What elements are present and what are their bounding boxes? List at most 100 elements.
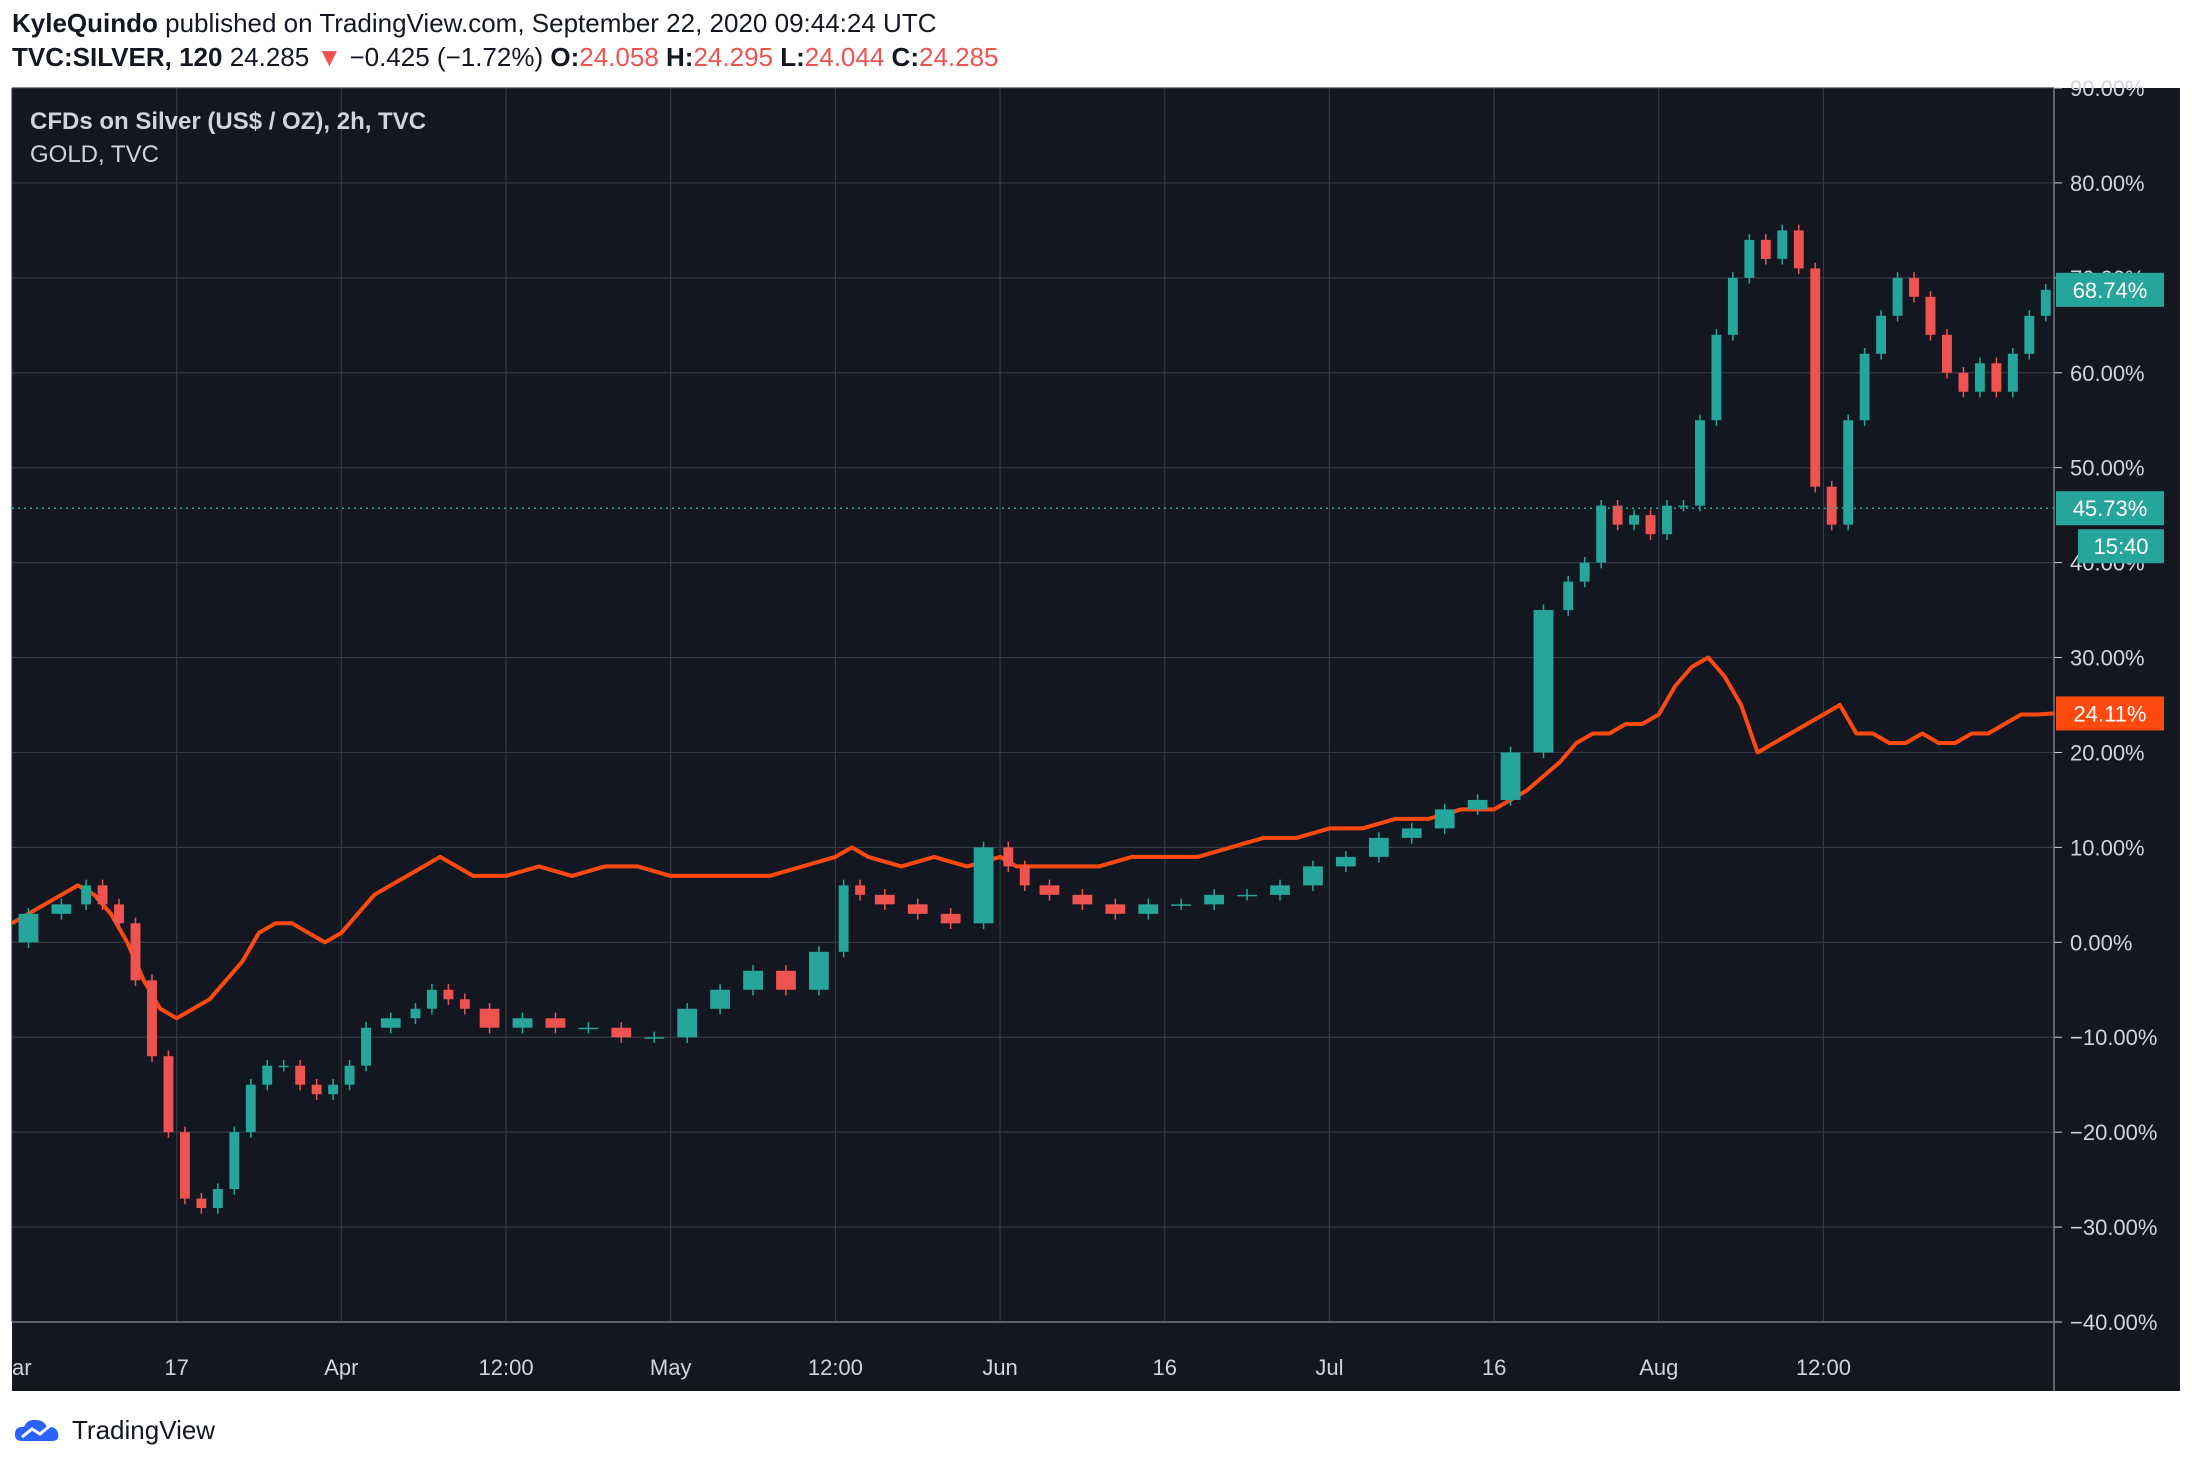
- silver-candle: [973, 847, 994, 924]
- x-tick-label: Jun: [982, 1355, 1017, 1380]
- silver-candle: [940, 913, 961, 924]
- low-value: 24.044: [804, 42, 885, 72]
- silver-candle: [1727, 277, 1738, 335]
- silver-candle: [344, 1065, 355, 1085]
- brand-name[interactable]: TradingView: [72, 1414, 216, 1445]
- silver-candle: [245, 1084, 256, 1133]
- y-tick-label: −20.00%: [2070, 1120, 2157, 1145]
- silver-last-label: 68.74%: [2073, 278, 2148, 303]
- x-tick-label: Jul: [1315, 1355, 1343, 1380]
- gold-line: [10, 655, 2055, 1021]
- silver-candle: [611, 1027, 632, 1038]
- silver-candle: [1843, 420, 1854, 525]
- silver-candle: [677, 1008, 698, 1038]
- silver-candle: [1019, 866, 1030, 886]
- silver-candle: [1072, 894, 1093, 905]
- silver-candle: [855, 885, 866, 895]
- silver-candle: [838, 885, 849, 952]
- silver-candle: [1401, 828, 1422, 838]
- silver-candle: [311, 1084, 322, 1095]
- tradingview-cloud-icon[interactable]: [12, 1415, 64, 1445]
- silver-candle: [2007, 353, 2018, 392]
- silver-candle: [1942, 334, 1952, 373]
- author-name[interactable]: KyleQuindo: [12, 8, 158, 38]
- x-tick-label: Apr: [324, 1355, 358, 1380]
- silver-candle: [644, 1037, 665, 1039]
- publish-info: KyleQuindo published on TradingView.com,…: [12, 8, 936, 39]
- silver-candle: [1793, 230, 1804, 269]
- silver-candle: [114, 904, 124, 924]
- symbol-name: TVC:SILVER, 120: [12, 42, 223, 72]
- silver-candle: [1434, 809, 1455, 829]
- silver-candle: [809, 951, 829, 990]
- silver-candle: [1596, 505, 1607, 563]
- silver-candle: [479, 1008, 500, 1028]
- silver-candle: [1958, 372, 1969, 392]
- low-label: L:: [780, 42, 805, 72]
- y-tick-label: −40.00%: [2070, 1310, 2157, 1335]
- silver-candle: [212, 1189, 223, 1209]
- chart-title: CFDs on Silver (US$ / OZ), 2h, TVC: [30, 108, 426, 135]
- silver-candle: [163, 1056, 174, 1133]
- change-value: −0.425 (−1.72%): [349, 42, 544, 72]
- change-arrow-icon: ▼: [316, 42, 343, 72]
- silver-candle: [512, 1018, 533, 1028]
- silver-last-label-bg: [2056, 272, 2164, 307]
- silver-candle: [1678, 505, 1689, 508]
- silver-candle: [443, 989, 454, 1000]
- gold-series: [10, 655, 2055, 1021]
- silver-candle: [81, 885, 92, 905]
- silver-candle: [97, 885, 108, 905]
- y-tick-label: 90.00%: [2070, 76, 2145, 101]
- silver-candle: [1467, 799, 1488, 810]
- silver-candle: [295, 1065, 306, 1085]
- x-tick-label: ar: [12, 1355, 32, 1380]
- silver-candle: [51, 904, 72, 914]
- silver-candle: [1810, 268, 1821, 487]
- silver-candle: [1909, 277, 1919, 297]
- silver-candle: [1612, 505, 1623, 525]
- silver-candle: [410, 1008, 421, 1019]
- axes: 90.00%80.00%70.00%60.00%50.00%40.00%30.0…: [12, 76, 2157, 1391]
- silver-candle: [1533, 610, 1554, 753]
- price-labels: 68.74% 45.73% 15:40 24.11%: [12, 272, 2164, 731]
- x-tick-label: 17: [164, 1355, 188, 1380]
- published-text: published on TradingView.com, September …: [165, 8, 937, 38]
- silver-candle: [1974, 363, 1985, 392]
- silver-candle: [2024, 315, 2035, 354]
- dotted-level-label: 45.73%: [2073, 496, 2148, 521]
- silver-candle: [1859, 353, 1870, 421]
- y-tick-label: 20.00%: [2070, 740, 2145, 765]
- open-value: 24.058: [579, 42, 659, 72]
- silver-candle: [1105, 904, 1126, 914]
- silver-candle: [1695, 420, 1705, 506]
- silver-candle: [147, 980, 157, 1057]
- silver-candle: [1645, 515, 1656, 535]
- last-price: 24.285: [229, 42, 310, 72]
- silver-candle: [1876, 315, 1887, 354]
- x-tick-label: 16: [1482, 1355, 1506, 1380]
- silver-candle: [1744, 239, 1755, 278]
- x-tick-label: 12:00: [1796, 1355, 1851, 1380]
- close-value: 24.285: [918, 42, 999, 72]
- silver-candle: [578, 1027, 599, 1030]
- chart-background: [12, 88, 2054, 1391]
- y-tick-label: 30.00%: [2070, 646, 2145, 671]
- silver-candle: [907, 904, 928, 914]
- silver-candle: [459, 999, 470, 1009]
- x-tick-label: May: [650, 1355, 692, 1380]
- y-tick-label: 60.00%: [2070, 361, 2145, 386]
- silver-candle: [1500, 752, 1521, 800]
- silver-candle: [18, 913, 39, 943]
- y-tick-label: −10.00%: [2070, 1025, 2157, 1050]
- silver-candle: [179, 1132, 190, 1199]
- silver-candle: [1039, 885, 1060, 895]
- footer: TradingView: [12, 1410, 215, 1450]
- silver-candle: [2040, 289, 2051, 316]
- chart-subtitle: GOLD, TVC: [30, 141, 159, 168]
- x-tick-label: 12:00: [479, 1355, 534, 1380]
- high-label: H:: [666, 42, 694, 72]
- silver-candle: [874, 894, 895, 905]
- silver-candle: [1563, 581, 1574, 611]
